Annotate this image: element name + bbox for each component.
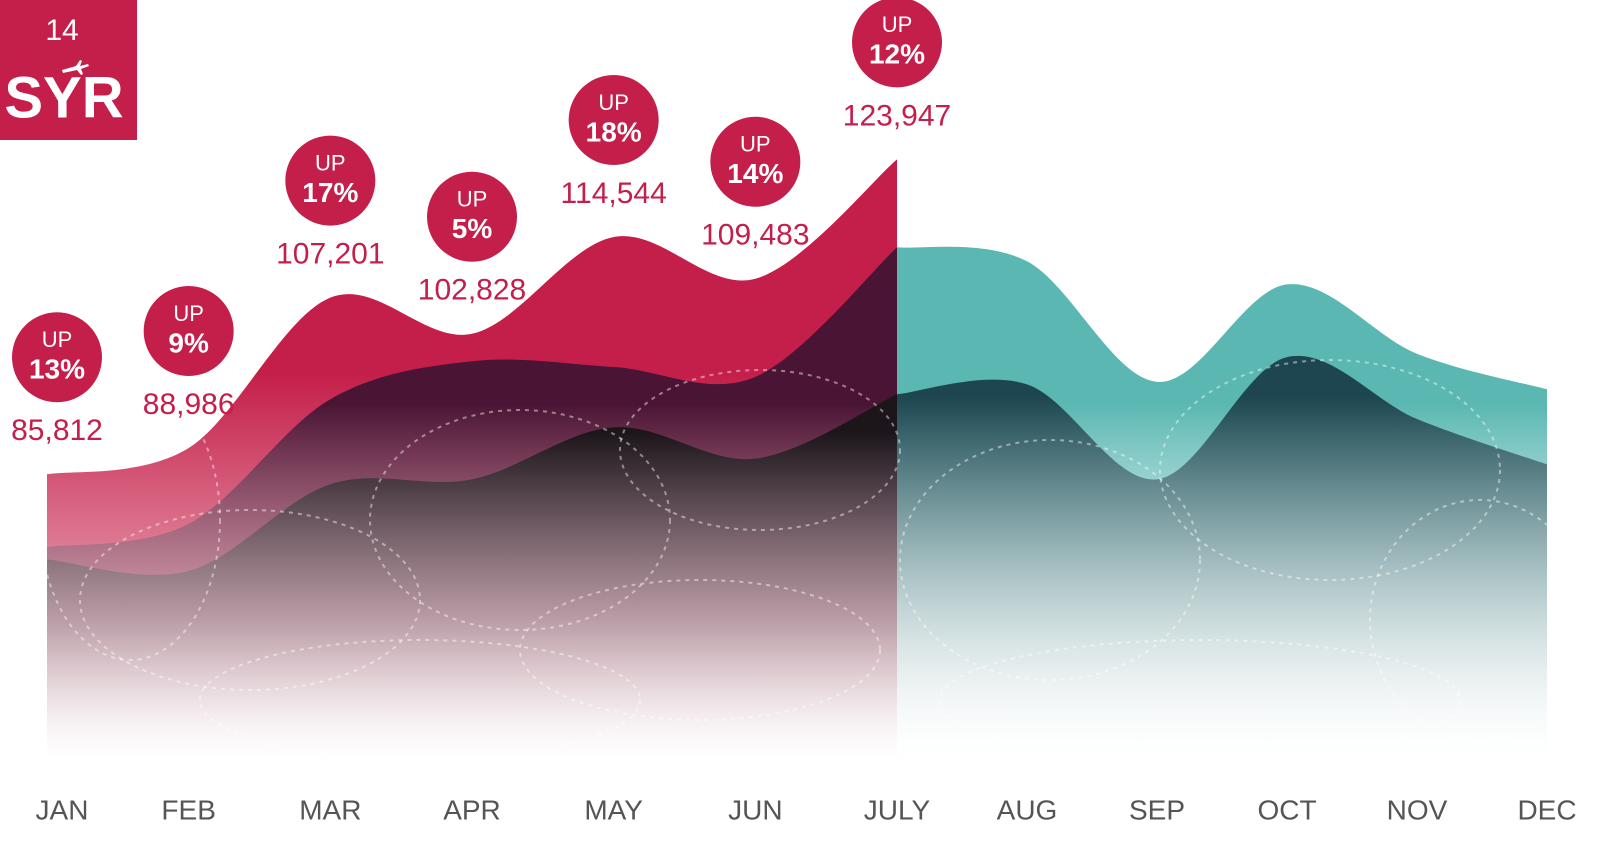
page: JAN FEB MAR APR MAY JUN JULY AUG SEP OCT NOV DEC 85,… — [0, 0, 1615, 860]
badge-prefix: UP — [315, 150, 346, 175]
x-tick-label: JULY — [864, 794, 931, 825]
x-tick-label: APR — [443, 794, 501, 825]
badge-prefix: UP — [173, 301, 204, 326]
x-tick-label: MAY — [584, 794, 643, 825]
x-tick-label: DEC — [1517, 794, 1576, 825]
value-label: 114,544 — [561, 177, 667, 210]
badge-label: 5% — [452, 213, 493, 244]
value-label: 102,828 — [418, 274, 526, 307]
value-label: 85,812 — [11, 414, 103, 447]
x-tick-label: JAN — [36, 794, 89, 825]
badge-label: 17% — [302, 177, 358, 208]
x-tick-label: FEB — [161, 794, 215, 825]
logo-number: 14 — [45, 14, 78, 47]
value-label: 88,986 — [143, 388, 235, 421]
badge-label: 13% — [29, 354, 85, 385]
value-label: 123,947 — [843, 99, 951, 132]
x-tick-label: AUG — [997, 794, 1058, 825]
badge-prefix: UP — [457, 187, 488, 212]
badge-prefix: UP — [598, 90, 629, 115]
badge-label: 9% — [168, 327, 209, 358]
chart: JAN FEB MAR APR MAY JUN JULY AUG SEP OCT NOV DEC 85,… — [0, 0, 1615, 860]
x-tick-label: NOV — [1387, 794, 1448, 825]
badge-prefix: UP — [740, 132, 771, 157]
x-tick-label: JUN — [728, 794, 782, 825]
badge-label: 14% — [727, 158, 783, 189]
badge-label: 18% — [586, 116, 642, 147]
x-tick-label: SEP — [1129, 794, 1185, 825]
x-tick-label: MAR — [299, 794, 361, 825]
value-label: 109,483 — [701, 219, 809, 252]
badge-prefix: UP — [42, 327, 73, 352]
value-label: 107,201 — [276, 238, 384, 271]
badge-prefix: UP — [882, 12, 913, 37]
logo-text: SYR — [4, 65, 123, 130]
x-tick-label: OCT — [1257, 794, 1316, 825]
badge-label: 12% — [869, 39, 925, 70]
